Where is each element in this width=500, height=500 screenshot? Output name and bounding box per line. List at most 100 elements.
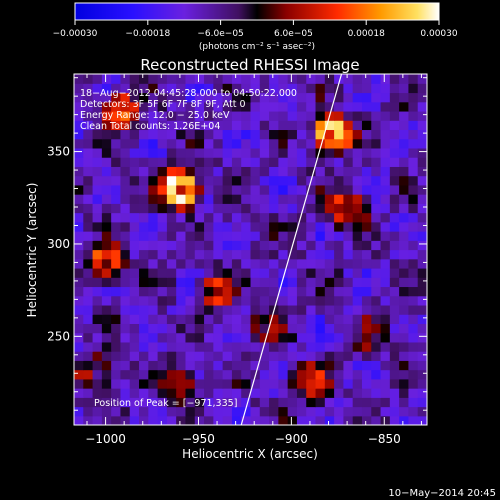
heatmap-cell	[213, 129, 224, 140]
heatmap-cell	[176, 240, 187, 251]
heatmap-cell	[380, 258, 391, 269]
heatmap-cell	[296, 415, 307, 425]
heatmap-cell	[83, 360, 94, 371]
heatmap-cell	[389, 314, 400, 324]
heatmap-cell	[92, 304, 103, 315]
heatmap-cell	[194, 184, 205, 195]
heatmap-cell	[380, 267, 391, 278]
heatmap-cell	[111, 194, 122, 204]
heatmap-cell	[148, 221, 159, 232]
heatmap-cell	[343, 157, 354, 167]
heatmap-cell	[204, 175, 214, 186]
heatmap-cell	[139, 231, 149, 241]
heatmap-cell	[101, 166, 112, 177]
heatmap-cell	[259, 120, 270, 131]
heatmap-cell	[204, 323, 214, 334]
heatmap-cell	[111, 74, 122, 84]
heatmap-cell	[296, 397, 307, 408]
heatmap-cell	[259, 258, 270, 269]
heatmap-cell	[166, 101, 177, 112]
heatmap-cell	[204, 240, 214, 251]
heatmap-cell	[241, 351, 252, 361]
heatmap-cell	[157, 129, 168, 140]
heatmap-cell	[296, 240, 307, 251]
heatmap-cell	[92, 175, 103, 186]
heatmap-cell	[352, 138, 363, 149]
heatmap-cell	[334, 175, 344, 186]
heatmap-cell	[204, 406, 214, 417]
heatmap-cell	[399, 378, 410, 389]
heatmap-cell	[250, 388, 261, 398]
heatmap-cell	[166, 406, 177, 417]
heatmap-cell	[296, 166, 307, 177]
heatmap-cell	[148, 92, 159, 103]
heatmap-cell	[222, 378, 233, 389]
heatmap-cell	[315, 406, 326, 417]
heatmap-cell	[259, 129, 270, 140]
heatmap-cell	[399, 277, 410, 288]
heatmap-cell	[92, 129, 103, 140]
heatmap-cell	[129, 166, 140, 177]
heatmap-cell	[74, 378, 84, 389]
heatmap-cell	[306, 138, 317, 149]
heatmap-cell	[306, 203, 317, 214]
heatmap-cell	[92, 360, 103, 371]
heatmap-cell	[204, 83, 214, 94]
heatmap-cell	[222, 277, 233, 288]
heatmap-cell	[120, 175, 131, 186]
heatmap-cell	[176, 304, 187, 315]
heatmap-cell	[361, 92, 372, 103]
heatmap-cell	[343, 341, 354, 352]
heatmap-cell	[92, 258, 103, 269]
heatmap-cell	[269, 83, 279, 94]
heatmap-cell	[315, 304, 326, 315]
heatmap-cell	[389, 415, 400, 425]
heatmap-cell	[380, 249, 391, 260]
heatmap-cell	[343, 212, 354, 223]
heatmap-cell	[287, 147, 298, 158]
heatmap-cell	[352, 295, 363, 306]
heatmap-cell	[111, 240, 122, 251]
heatmap-cell	[120, 351, 131, 361]
heatmap-cell	[343, 83, 354, 94]
colorbar-tick-label: 0.00018	[348, 29, 385, 39]
heatmap-cell	[259, 194, 270, 204]
heatmap-cell	[111, 277, 122, 288]
heatmap-cell	[92, 286, 103, 297]
heatmap-cell	[399, 323, 410, 334]
heatmap-cell	[166, 129, 177, 140]
heatmap-cell	[380, 101, 391, 112]
heatmap-cell	[120, 314, 131, 324]
heatmap-cell	[111, 92, 122, 103]
heatmap-cell	[389, 360, 400, 371]
heatmap-cell	[417, 120, 427, 131]
heatmap-cell	[408, 231, 419, 241]
heatmap-cell	[343, 221, 354, 232]
heatmap-cell	[176, 120, 187, 131]
heatmap-cell	[380, 378, 391, 389]
heatmap-cell	[389, 194, 400, 204]
heatmap-cell	[287, 184, 298, 195]
heatmap-cell	[399, 221, 410, 232]
heatmap-cell	[222, 369, 233, 380]
plot-frame	[73, 73, 428, 426]
heatmap-cell	[371, 341, 382, 352]
heatmap-cell	[250, 332, 261, 343]
heatmap-cell	[176, 249, 187, 260]
heatmap-cell	[120, 240, 131, 251]
heatmap-cell	[222, 221, 233, 232]
heatmap-cell	[334, 194, 344, 204]
heatmap-cell	[259, 323, 270, 334]
heatmap-cell	[269, 295, 279, 306]
heatmap-cell	[278, 369, 289, 380]
colorbar-gradient	[74, 2, 440, 21]
heatmap-cell	[417, 101, 427, 112]
heatmap-cell	[287, 369, 298, 380]
heatmap-cell	[148, 341, 159, 352]
heatmap-cell	[204, 388, 214, 398]
heatmap-cell	[231, 397, 242, 408]
heatmap-cell	[92, 147, 103, 158]
heatmap-cell	[176, 295, 187, 306]
heatmap-cell	[352, 304, 363, 315]
